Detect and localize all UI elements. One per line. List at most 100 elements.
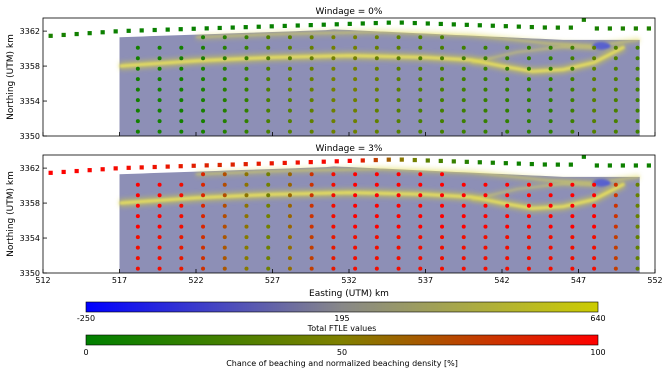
grid-marker bbox=[570, 256, 575, 261]
y-tick-label: 3358 bbox=[20, 199, 40, 208]
grid-marker bbox=[657, 225, 661, 229]
coast-marker bbox=[464, 159, 469, 164]
grid-marker bbox=[222, 45, 227, 50]
grid-marker bbox=[483, 45, 488, 50]
grid-marker bbox=[461, 129, 466, 134]
grid-marker bbox=[222, 77, 227, 82]
coast-marker bbox=[217, 25, 222, 31]
grid-marker bbox=[374, 87, 379, 92]
grid-marker bbox=[592, 108, 597, 113]
y-tick-label: 3350 bbox=[20, 269, 40, 278]
grid-marker bbox=[331, 108, 336, 113]
grid-marker bbox=[244, 172, 249, 177]
grid-marker bbox=[222, 245, 227, 250]
y-tick-label: 3358 bbox=[20, 62, 40, 71]
coast-marker bbox=[334, 159, 339, 164]
grid-marker bbox=[374, 35, 379, 40]
coast-marker bbox=[204, 26, 209, 31]
coast-marker bbox=[191, 26, 196, 31]
grid-marker bbox=[461, 108, 466, 113]
coast-marker bbox=[165, 164, 170, 169]
grid-marker bbox=[440, 235, 445, 240]
grid-marker bbox=[505, 235, 510, 240]
coast-marker bbox=[113, 29, 118, 34]
grid-marker bbox=[353, 108, 358, 113]
grid-marker bbox=[526, 129, 531, 134]
grid-marker bbox=[418, 45, 423, 50]
grid-marker bbox=[201, 245, 206, 250]
grid-marker bbox=[201, 35, 206, 40]
grid-marker bbox=[157, 129, 162, 134]
grid-marker bbox=[526, 245, 531, 250]
grid-marker bbox=[505, 245, 510, 250]
grid-marker bbox=[331, 35, 336, 40]
grid-marker bbox=[548, 214, 553, 219]
coast-marker bbox=[347, 158, 352, 163]
grid-marker bbox=[374, 45, 379, 50]
coast-marker bbox=[633, 163, 638, 168]
coast-marker bbox=[503, 24, 508, 29]
coast-marker bbox=[152, 27, 157, 33]
x-axis-label: Easting (UTM) km bbox=[309, 289, 389, 299]
grid-marker bbox=[135, 87, 140, 92]
grid-marker bbox=[613, 108, 618, 113]
grid-marker bbox=[287, 203, 292, 208]
grid-marker bbox=[179, 119, 184, 124]
grid-marker bbox=[396, 182, 401, 187]
grid-marker bbox=[287, 182, 292, 187]
grid-marker bbox=[266, 172, 271, 177]
grid-marker bbox=[179, 45, 184, 50]
grid-marker bbox=[635, 266, 640, 271]
grid-marker bbox=[331, 182, 336, 187]
grid-marker bbox=[374, 172, 379, 177]
grid-marker bbox=[483, 108, 488, 113]
grid-marker bbox=[505, 266, 510, 271]
grid-marker bbox=[548, 98, 553, 103]
grid-marker bbox=[396, 66, 401, 71]
grid-marker bbox=[548, 56, 553, 61]
grid-marker bbox=[483, 129, 488, 134]
grid-marker bbox=[418, 172, 423, 177]
x-tick-label: 542 bbox=[494, 276, 509, 285]
grid-marker bbox=[266, 203, 271, 208]
grid-marker bbox=[418, 203, 423, 208]
grid-marker bbox=[613, 182, 618, 187]
grid-marker bbox=[266, 193, 271, 198]
grid-marker bbox=[287, 98, 292, 103]
grid-marker bbox=[135, 182, 140, 187]
grid-marker bbox=[440, 193, 445, 198]
grid-marker bbox=[374, 182, 379, 187]
grid-marker bbox=[657, 98, 661, 102]
grid-marker bbox=[570, 266, 575, 271]
grid-marker bbox=[440, 66, 445, 71]
grid-marker bbox=[613, 203, 618, 208]
grid-marker bbox=[331, 119, 336, 124]
coast-marker bbox=[100, 30, 105, 35]
coast-marker bbox=[555, 162, 560, 167]
grid-marker bbox=[440, 119, 445, 124]
grid-marker bbox=[440, 77, 445, 82]
coast-marker bbox=[100, 167, 105, 172]
coast-marker bbox=[126, 165, 131, 170]
grid-marker bbox=[287, 224, 292, 229]
grid-marker bbox=[418, 77, 423, 82]
grid-marker bbox=[592, 182, 597, 187]
grid-marker bbox=[135, 203, 140, 208]
grid-marker bbox=[396, 77, 401, 82]
grid-marker bbox=[331, 77, 336, 82]
grid-marker bbox=[201, 108, 206, 113]
grid-marker bbox=[592, 266, 597, 271]
grid-marker bbox=[635, 87, 640, 92]
grid-marker bbox=[353, 119, 358, 124]
grid-marker bbox=[244, 266, 249, 271]
grid-marker bbox=[266, 35, 271, 40]
coast-marker bbox=[243, 25, 248, 30]
coast-marker bbox=[451, 22, 456, 27]
grid-marker bbox=[266, 182, 271, 187]
grid-marker bbox=[331, 245, 336, 250]
grid-marker bbox=[201, 66, 206, 71]
colorbar-ftle: -250 195 640 Total FTLE values bbox=[77, 301, 606, 333]
coast-marker bbox=[373, 157, 378, 163]
grid-marker bbox=[266, 235, 271, 240]
grid-marker bbox=[592, 129, 597, 134]
